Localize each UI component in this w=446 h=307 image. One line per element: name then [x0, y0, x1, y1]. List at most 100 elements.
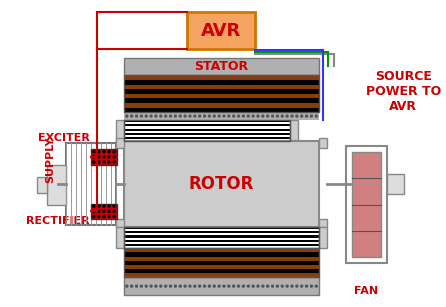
Bar: [124, 278, 319, 295]
Circle shape: [296, 285, 298, 287]
Circle shape: [93, 216, 95, 217]
Circle shape: [93, 210, 95, 212]
Circle shape: [228, 115, 230, 117]
Circle shape: [98, 151, 100, 153]
Circle shape: [179, 115, 181, 117]
Circle shape: [131, 115, 132, 117]
Circle shape: [174, 285, 176, 287]
Circle shape: [310, 285, 312, 287]
Circle shape: [247, 115, 249, 117]
Circle shape: [145, 285, 147, 287]
Circle shape: [150, 285, 152, 287]
Circle shape: [306, 285, 308, 287]
Circle shape: [238, 285, 240, 287]
Circle shape: [194, 285, 196, 287]
Bar: [116, 219, 124, 227]
Circle shape: [136, 115, 137, 117]
Circle shape: [103, 161, 105, 163]
Bar: [319, 227, 327, 248]
Circle shape: [257, 285, 259, 287]
Text: AVR: AVR: [200, 21, 241, 40]
Circle shape: [213, 115, 215, 117]
Circle shape: [136, 285, 137, 287]
Circle shape: [113, 210, 115, 212]
Bar: [124, 80, 319, 84]
Bar: [124, 124, 289, 126]
Circle shape: [103, 151, 105, 153]
Circle shape: [165, 285, 167, 287]
Circle shape: [113, 205, 115, 207]
Bar: [91, 204, 116, 219]
Circle shape: [203, 285, 206, 287]
Circle shape: [223, 115, 225, 117]
Circle shape: [267, 285, 268, 287]
Bar: [124, 126, 289, 129]
Bar: [186, 12, 255, 49]
Bar: [124, 58, 319, 75]
Circle shape: [93, 156, 95, 158]
Circle shape: [98, 216, 100, 217]
Circle shape: [140, 285, 142, 287]
Circle shape: [108, 216, 110, 217]
Circle shape: [174, 115, 176, 117]
Circle shape: [247, 285, 249, 287]
Text: SUPPLY: SUPPLY: [45, 137, 55, 183]
Circle shape: [140, 115, 142, 117]
Text: STATOR: STATOR: [194, 60, 248, 73]
Circle shape: [108, 210, 110, 212]
Circle shape: [306, 115, 308, 117]
Circle shape: [160, 115, 162, 117]
Bar: [124, 227, 319, 248]
Circle shape: [267, 115, 268, 117]
Circle shape: [315, 115, 317, 117]
Bar: [124, 257, 319, 261]
Circle shape: [286, 285, 288, 287]
Bar: [346, 146, 387, 263]
Circle shape: [286, 115, 288, 117]
Bar: [124, 229, 319, 231]
Circle shape: [291, 285, 293, 287]
Circle shape: [194, 115, 196, 117]
Circle shape: [98, 161, 100, 163]
Circle shape: [228, 285, 230, 287]
Circle shape: [262, 285, 264, 287]
Circle shape: [208, 285, 211, 287]
Bar: [124, 94, 319, 98]
Circle shape: [296, 115, 298, 117]
Circle shape: [243, 285, 244, 287]
Bar: [47, 165, 66, 205]
Circle shape: [98, 156, 100, 158]
Circle shape: [208, 115, 211, 117]
Circle shape: [243, 115, 244, 117]
Circle shape: [103, 210, 105, 212]
Bar: [37, 177, 47, 193]
Bar: [66, 143, 116, 225]
Circle shape: [218, 285, 220, 287]
Circle shape: [238, 115, 240, 117]
Circle shape: [252, 285, 254, 287]
Bar: [352, 152, 381, 257]
Circle shape: [281, 115, 283, 117]
Circle shape: [160, 285, 162, 287]
Bar: [124, 107, 319, 112]
Bar: [124, 231, 319, 233]
Circle shape: [277, 115, 278, 117]
Circle shape: [126, 115, 128, 117]
Circle shape: [179, 285, 181, 287]
Bar: [124, 273, 319, 278]
Circle shape: [103, 205, 105, 207]
Bar: [124, 252, 319, 257]
Bar: [124, 137, 289, 139]
Bar: [289, 120, 298, 141]
Circle shape: [103, 216, 105, 217]
Bar: [124, 227, 319, 229]
Bar: [124, 269, 319, 273]
Circle shape: [291, 115, 293, 117]
Circle shape: [169, 115, 172, 117]
Circle shape: [113, 156, 115, 158]
Bar: [124, 246, 319, 248]
Bar: [124, 261, 319, 265]
Circle shape: [155, 285, 157, 287]
Bar: [124, 84, 319, 89]
Bar: [124, 75, 319, 80]
